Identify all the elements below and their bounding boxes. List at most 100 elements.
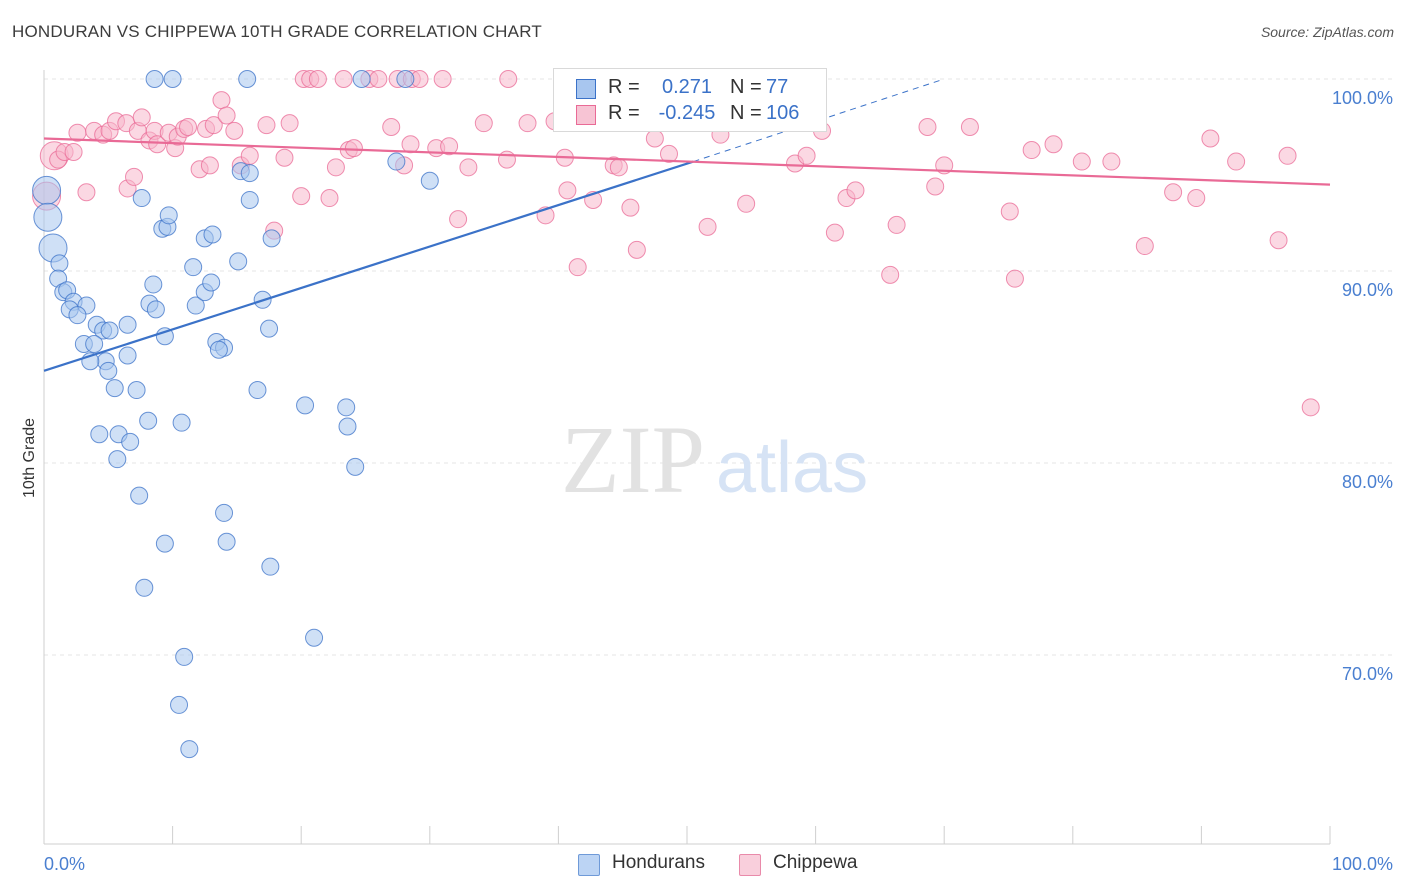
chippewa-point [1005, 269, 1024, 288]
honduran-point [229, 252, 248, 271]
legend-r-label: R = [608, 76, 640, 98]
legend-n-label: N = [730, 102, 762, 124]
chippewa-point [217, 106, 236, 125]
chippewa-point [960, 118, 979, 136]
legend-swatch-chippewa [739, 854, 761, 876]
honduran-point [118, 315, 137, 334]
chippewa-point [1164, 183, 1183, 202]
watermark-zip: ZIP [561, 406, 705, 513]
honduran-point [262, 229, 281, 248]
chippewa-point [1301, 398, 1320, 417]
honduran-point [159, 206, 178, 225]
chippewa-point [737, 194, 756, 213]
honduran-point [172, 413, 191, 432]
honduran-point [135, 578, 154, 597]
chippewa-point [1072, 152, 1091, 171]
honduran-point [338, 417, 357, 436]
chippewa-point [881, 265, 900, 284]
honduran-point [203, 225, 222, 244]
y-tick-label: 80.0% [1342, 472, 1393, 492]
y-tick-label: 70.0% [1342, 664, 1393, 684]
legend-n-value-chippewa: 106 [766, 102, 800, 124]
chippewa-point [433, 70, 452, 88]
y-tick-labels: 70.0% 80.0% 90.0% 100.0% [1332, 88, 1393, 684]
honduran-point [155, 534, 174, 553]
chippewa-point [440, 137, 459, 156]
honduran-point [217, 532, 236, 551]
chippewa-point [212, 91, 231, 110]
honduran-point [68, 306, 87, 325]
watermark-atlas: atlas [716, 428, 868, 508]
honduran-point [296, 396, 315, 415]
legend-r-value-hondurans: 0.271 [661, 76, 713, 98]
chart-title: HONDURAN VS CHIPPEWA 10TH GRADE CORRELAT… [12, 22, 542, 41]
honduran-point [337, 398, 356, 417]
y-tick-label: 100.0% [1332, 88, 1393, 108]
chippewa-point [518, 114, 537, 133]
stats-legend: R = 0.271 N = 77 R = -0.245 N = 106 [553, 68, 827, 132]
honduran-point [215, 503, 234, 522]
honduran-point [184, 258, 203, 277]
legend-label-hondurans: Hondurans [612, 852, 705, 873]
honduran-point [32, 175, 62, 205]
legend-r-value-chippewa: -0.245 [658, 102, 716, 124]
honduran-point [186, 296, 205, 315]
honduran-point [260, 319, 279, 338]
legend-r-label: R = [608, 102, 640, 124]
source-label: Source: ZipAtlas.com [1260, 24, 1394, 40]
chippewa-point [200, 156, 219, 175]
chippewa-point [621, 198, 640, 217]
honduran-point [202, 273, 221, 292]
chippewa-point [292, 187, 311, 206]
chippewa-point [1201, 129, 1220, 148]
honduran-point [180, 740, 199, 759]
chippewa-point [627, 240, 646, 259]
honduran-point [105, 379, 124, 398]
honduran-point [108, 450, 127, 469]
honduran-point [240, 164, 259, 183]
chippewa-point [1187, 189, 1206, 208]
chippewa-point [257, 116, 276, 135]
honduran-point [155, 327, 174, 346]
chippewa-point [474, 114, 493, 133]
chippewa-point [308, 70, 327, 88]
chippewa-point [926, 177, 945, 196]
honduran-point [139, 411, 158, 430]
chippewa-point [918, 118, 937, 136]
honduran-point [130, 486, 149, 505]
chippewa-point [1044, 135, 1063, 154]
chippewa-point [499, 70, 518, 88]
chippewa-point [132, 108, 151, 127]
chippewa-point [320, 189, 339, 208]
honduran-point [387, 152, 406, 171]
honduran-point [175, 647, 194, 666]
honduran-point [238, 70, 257, 88]
honduran-point [127, 381, 146, 400]
honduran-point [90, 425, 109, 444]
honduran-point [346, 457, 365, 476]
chippewa-point [275, 148, 294, 167]
honduran-point [99, 361, 118, 380]
chippewa-point [148, 135, 167, 154]
honduran-point [248, 381, 267, 400]
chippewa-point [179, 118, 198, 136]
chippewa-point [558, 181, 577, 200]
chippewa-trend-line [43, 137, 1331, 186]
chippewa-point [334, 70, 353, 88]
chippewa-point [369, 70, 388, 88]
chippewa-point [568, 258, 587, 277]
chippewa-point [77, 183, 96, 202]
chippewa-point [1135, 237, 1154, 256]
chippewa-point [825, 223, 844, 242]
y-axis-label: 10th Grade [21, 418, 38, 498]
chippewa-point [698, 217, 717, 236]
chippewa-point [1227, 152, 1246, 171]
chippewa-point [326, 158, 345, 177]
honduran-point [121, 432, 140, 451]
honduran-point [33, 202, 63, 232]
honduran-point [170, 695, 189, 714]
x-tick-label-min: 0.0% [44, 854, 85, 874]
chippewa-point [659, 144, 678, 163]
honduran-point [420, 171, 439, 190]
